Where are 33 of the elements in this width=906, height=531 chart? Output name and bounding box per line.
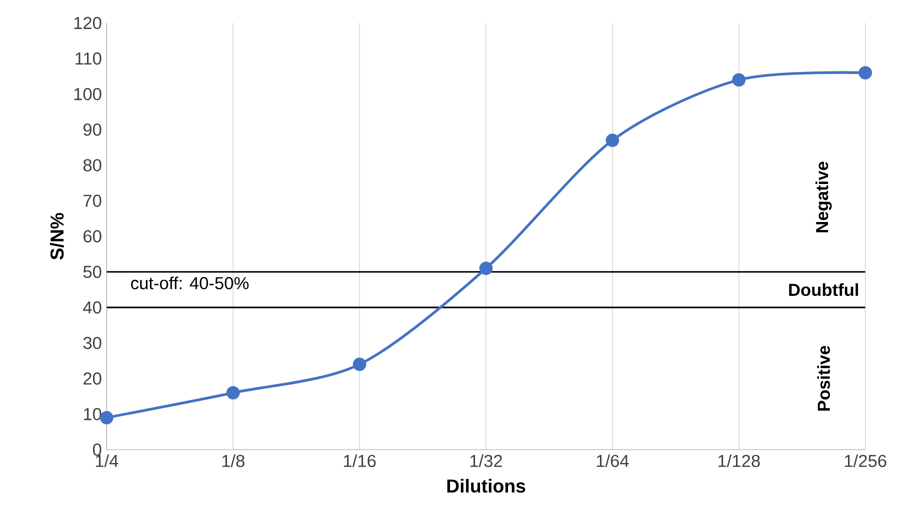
x-tick-label: 1/8 bbox=[222, 454, 244, 468]
x-tick-label: 1/64 bbox=[596, 454, 629, 468]
y-tick-label: 30 bbox=[83, 336, 102, 350]
point bbox=[732, 73, 746, 87]
y-tick-label: 50 bbox=[83, 266, 102, 278]
x-tick-label: 1/256 bbox=[844, 454, 886, 468]
point bbox=[858, 66, 872, 80]
y-axis-title: S/N% bbox=[50, 212, 64, 260]
y-tick-label: 100 bbox=[74, 88, 102, 100]
x-tick-label: 1/4 bbox=[96, 454, 118, 468]
y-tick-label: 20 bbox=[84, 372, 102, 385]
y-tick-label: 0 bbox=[92, 444, 102, 456]
x-tick-label: 1/128 bbox=[718, 454, 760, 468]
annotation: Positive bbox=[817, 346, 830, 411]
x-axis-title: Dilutions bbox=[447, 478, 526, 493]
y-tick-label: 120 bbox=[74, 16, 102, 30]
point bbox=[352, 358, 366, 371]
point bbox=[606, 134, 620, 147]
annotation: cut-off: 40-50% bbox=[131, 276, 249, 290]
x-tick-label: 1/32 bbox=[470, 454, 502, 468]
y-tick-label: 10 bbox=[84, 408, 102, 420]
y-tick-label: 110 bbox=[76, 52, 102, 65]
point bbox=[226, 386, 240, 400]
annotation: Negative bbox=[815, 162, 832, 232]
x-tick-label: 1/16 bbox=[344, 454, 376, 468]
y-tick-label: 70 bbox=[84, 194, 102, 207]
point bbox=[479, 262, 493, 275]
point bbox=[100, 410, 114, 424]
y-tick-label: 60 bbox=[84, 230, 102, 242]
y-tick-label: 40 bbox=[83, 301, 102, 314]
y-tick-label: 90 bbox=[84, 124, 102, 136]
y-tick-label: 80 bbox=[83, 159, 102, 172]
annotation: Doubtful bbox=[789, 283, 858, 296]
